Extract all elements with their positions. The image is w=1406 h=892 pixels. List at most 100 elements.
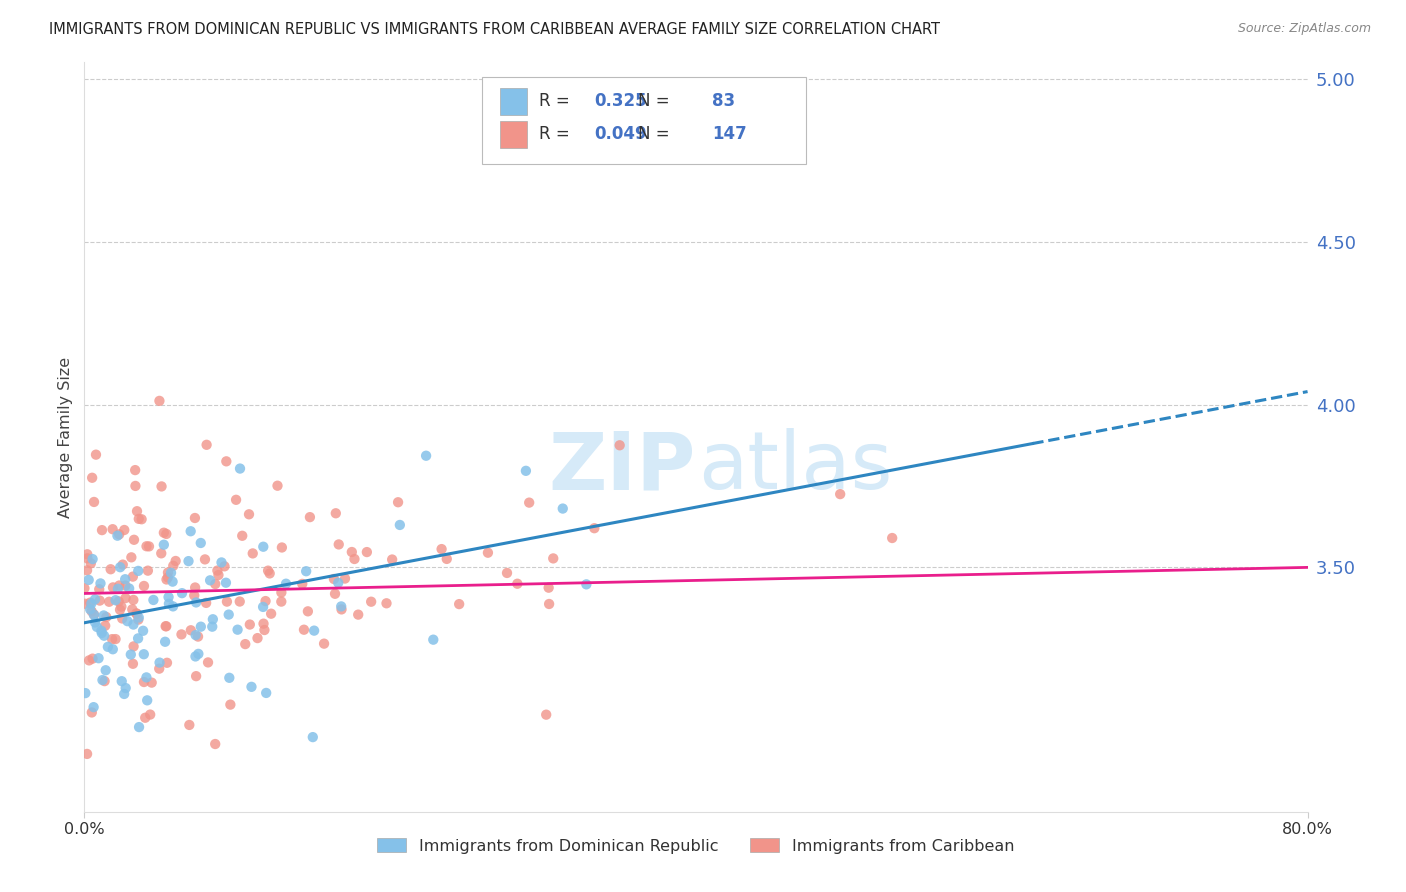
Point bbox=[298, 510, 321, 524]
Text: N =: N = bbox=[638, 126, 675, 144]
Point bbox=[111, 611, 134, 625]
Point bbox=[128, 610, 150, 624]
Point bbox=[135, 539, 157, 553]
Point bbox=[207, 568, 229, 582]
Point bbox=[225, 492, 247, 507]
Text: ZIP: ZIP bbox=[548, 428, 696, 506]
Point bbox=[108, 560, 131, 574]
Point bbox=[381, 552, 404, 566]
Point bbox=[80, 597, 103, 611]
Point bbox=[107, 582, 129, 596]
Point bbox=[108, 578, 131, 592]
Point bbox=[291, 577, 314, 591]
Point bbox=[135, 670, 157, 684]
Point bbox=[93, 629, 115, 643]
Point bbox=[128, 512, 150, 526]
Point bbox=[239, 617, 262, 632]
Point bbox=[156, 656, 179, 670]
Point bbox=[274, 576, 297, 591]
Point bbox=[312, 637, 335, 651]
Point bbox=[120, 550, 142, 565]
Point bbox=[204, 737, 226, 751]
Point bbox=[254, 594, 277, 608]
Point bbox=[229, 461, 252, 475]
Point bbox=[190, 536, 212, 550]
Point bbox=[325, 506, 347, 520]
Point bbox=[80, 557, 103, 571]
Point bbox=[150, 479, 173, 493]
Point bbox=[207, 564, 229, 578]
Point bbox=[477, 546, 499, 560]
Point bbox=[541, 551, 564, 566]
Point bbox=[153, 525, 176, 540]
Point bbox=[184, 628, 207, 642]
Point bbox=[238, 508, 260, 522]
Point bbox=[125, 607, 148, 621]
Point bbox=[125, 607, 148, 621]
Point bbox=[136, 693, 159, 707]
Bar bbox=[501, 121, 527, 148]
Point bbox=[104, 593, 127, 607]
Point bbox=[112, 523, 135, 537]
Point bbox=[93, 674, 115, 689]
FancyBboxPatch shape bbox=[482, 78, 806, 163]
Bar bbox=[501, 88, 527, 115]
Point bbox=[122, 640, 145, 654]
Text: N =: N = bbox=[638, 93, 675, 111]
Point bbox=[184, 581, 207, 595]
Point bbox=[122, 569, 145, 583]
Point bbox=[211, 556, 233, 570]
Point bbox=[360, 595, 382, 609]
Point bbox=[125, 504, 148, 518]
Point bbox=[215, 575, 238, 590]
Point bbox=[83, 607, 105, 622]
Point bbox=[187, 630, 209, 644]
Point bbox=[112, 687, 135, 701]
Point bbox=[155, 527, 177, 541]
Point bbox=[83, 495, 105, 509]
Point bbox=[343, 552, 366, 566]
Point bbox=[882, 531, 904, 545]
Point bbox=[90, 624, 112, 638]
Point bbox=[122, 617, 145, 632]
Text: 0.049: 0.049 bbox=[595, 126, 647, 144]
Point bbox=[297, 604, 319, 618]
Text: R =: R = bbox=[540, 126, 575, 144]
Point bbox=[214, 559, 236, 574]
Point bbox=[73, 597, 96, 611]
Point bbox=[76, 747, 98, 761]
Point bbox=[91, 523, 114, 537]
Y-axis label: Average Family Size: Average Family Size bbox=[58, 357, 73, 517]
Point bbox=[340, 545, 363, 559]
Point bbox=[127, 613, 149, 627]
Point bbox=[242, 546, 264, 560]
Point bbox=[132, 624, 155, 638]
Point bbox=[153, 634, 176, 648]
Point bbox=[100, 562, 122, 576]
Point bbox=[197, 656, 219, 670]
Point bbox=[104, 632, 127, 646]
Point bbox=[87, 651, 110, 665]
Point bbox=[422, 632, 444, 647]
Point bbox=[97, 640, 120, 654]
Point bbox=[114, 591, 136, 605]
Point bbox=[118, 582, 141, 596]
Point bbox=[184, 595, 207, 609]
Point bbox=[91, 673, 114, 687]
Point bbox=[155, 619, 177, 633]
Point bbox=[83, 607, 105, 622]
Point bbox=[260, 607, 283, 621]
Point bbox=[184, 511, 207, 525]
Legend: Immigrants from Dominican Republic, Immigrants from Caribbean: Immigrants from Dominican Republic, Immi… bbox=[371, 831, 1021, 860]
Point bbox=[132, 579, 155, 593]
Point bbox=[120, 648, 142, 662]
Point bbox=[77, 653, 100, 667]
Point bbox=[122, 593, 145, 607]
Point bbox=[295, 564, 318, 578]
Point bbox=[138, 540, 160, 554]
Point bbox=[302, 624, 325, 638]
Point bbox=[179, 718, 201, 732]
Point bbox=[257, 564, 280, 578]
Point bbox=[101, 642, 124, 657]
Point bbox=[124, 479, 146, 493]
